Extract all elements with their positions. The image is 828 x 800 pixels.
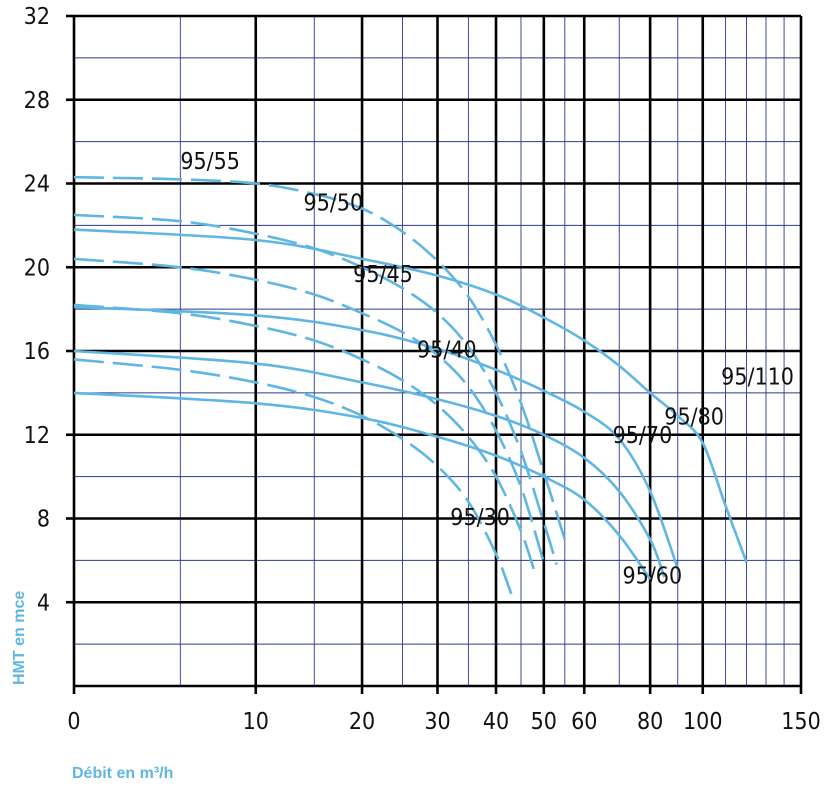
curve-label-95-40: 95/40 bbox=[417, 337, 477, 363]
performance-curves bbox=[73, 175, 748, 595]
y-tick-label: 28 bbox=[24, 88, 50, 114]
y-tick-label: 20 bbox=[24, 255, 50, 281]
curve-label-95-80: 95/80 bbox=[664, 404, 724, 430]
curve-95-40 bbox=[73, 303, 537, 574]
curve-labels: 95/55 95/50 95/45 95/40 95/30 95/110 95/8095/7… bbox=[180, 149, 794, 590]
y-tick-label: 16 bbox=[24, 339, 50, 365]
y-tick-label: 24 bbox=[24, 172, 50, 198]
curve-label-95-110: 95/110 bbox=[721, 365, 794, 391]
curve-label-95-60: 95/60 bbox=[623, 563, 683, 589]
x-tick-label: 10 bbox=[243, 709, 269, 735]
x-tick-label: 40 bbox=[483, 709, 509, 735]
curve-95-110 bbox=[73, 228, 748, 563]
curve-label-95-30: 95/30 bbox=[450, 505, 510, 531]
curve-95-30 bbox=[73, 358, 513, 595]
curve-95-80 bbox=[73, 305, 680, 570]
y-tick-label: 12 bbox=[24, 423, 50, 449]
curve-label-95-45: 95/45 bbox=[353, 262, 413, 288]
curve-95-70 bbox=[73, 349, 666, 578]
curve-95-45 bbox=[73, 257, 546, 563]
x-tick-label: 60 bbox=[571, 709, 597, 735]
y-tick-label: 4 bbox=[37, 590, 50, 616]
major-grid bbox=[66, 14, 803, 694]
x-tick-label: 80 bbox=[637, 709, 663, 735]
x-axis-title: Débit en m³/h bbox=[72, 765, 173, 782]
y-axis-title: HMT en mce bbox=[11, 591, 28, 685]
x-tick-label: 150 bbox=[781, 709, 821, 735]
curve-95-60 bbox=[73, 391, 652, 580]
curve-label-95-55: 95/55 bbox=[180, 149, 240, 175]
x-tick-label: 30 bbox=[424, 709, 450, 735]
curve-label-95-70: 95/70 bbox=[613, 423, 673, 449]
x-tick-label: 50 bbox=[531, 709, 557, 735]
x-tick-label: 100 bbox=[683, 709, 723, 735]
y-tick-label: 8 bbox=[37, 507, 50, 533]
x-tick-label: 0 bbox=[67, 709, 80, 735]
curve-95-55 bbox=[73, 175, 567, 540]
x-tick-label: 20 bbox=[349, 709, 375, 735]
curve-95-50 bbox=[73, 213, 558, 565]
y-tick-label: 32 bbox=[24, 4, 50, 30]
curve-label-95-50: 95/50 bbox=[304, 191, 364, 217]
tick-labels: 0 10 20 30 40 50 60 80 100 150 4 8 12 16 20 24 28 32 bbox=[24, 4, 821, 735]
